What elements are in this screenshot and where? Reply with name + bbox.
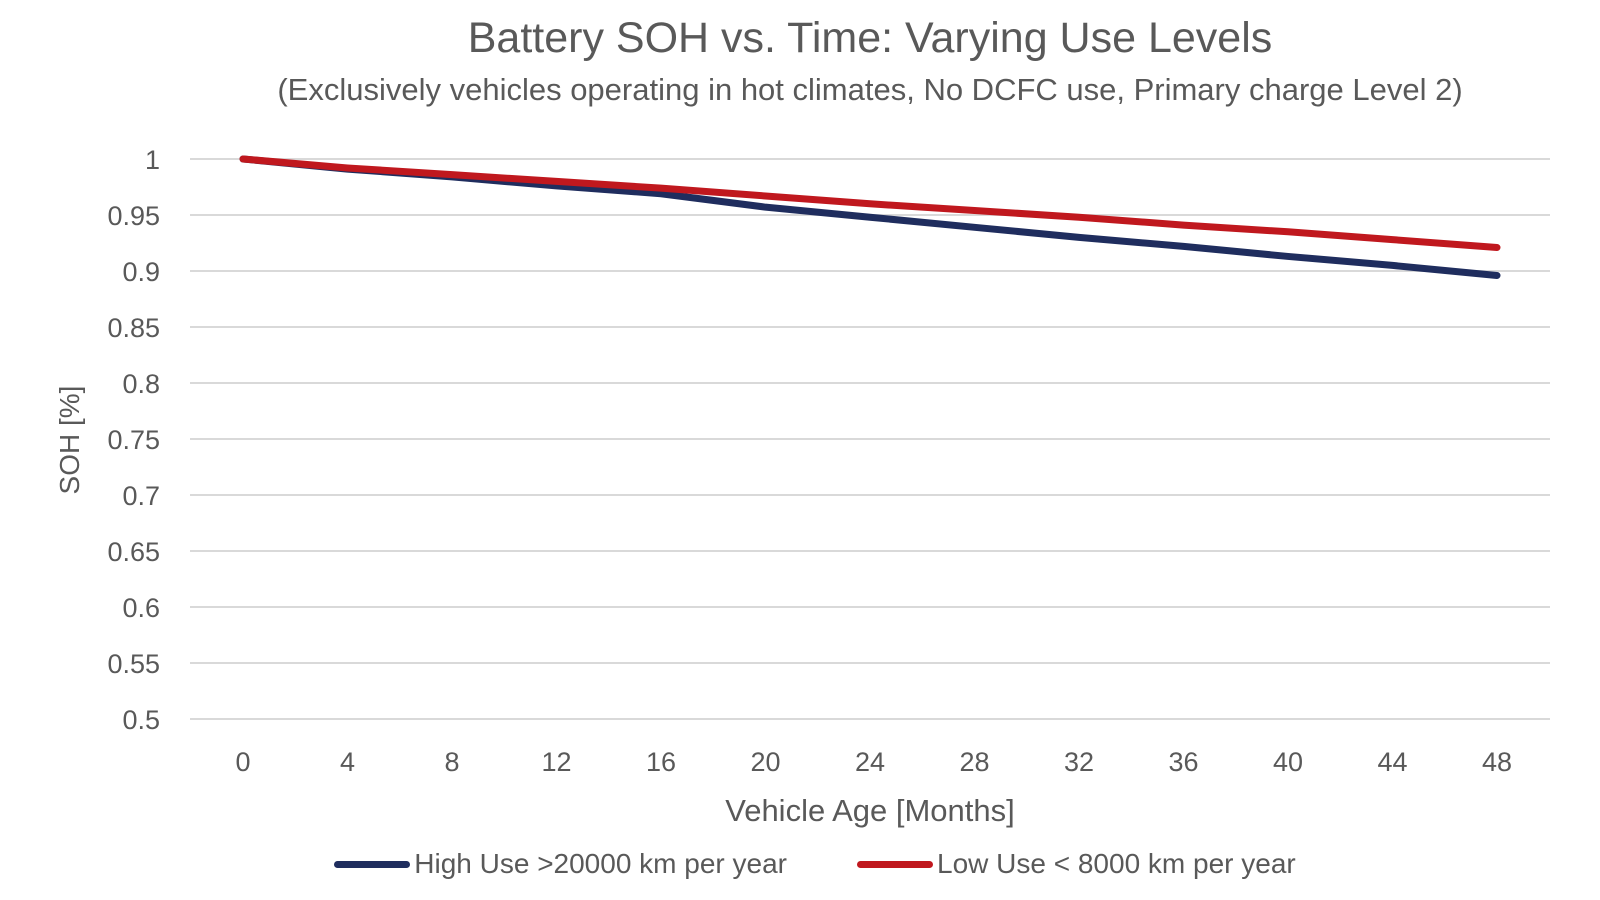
legend-item-high-use: High Use >20000 km per year <box>334 848 787 880</box>
y-tick-label: 0.75 <box>107 425 160 455</box>
chart-title: Battery SOH vs. Time: Varying Use Levels <box>467 14 1273 62</box>
x-tick-label: 32 <box>1064 747 1094 777</box>
x-axis-label: Vehicle Age [Months] <box>725 793 1015 828</box>
y-tick-label: 1 <box>145 145 160 175</box>
x-tick-label: 48 <box>1482 747 1512 777</box>
legend-item-low-use: Low Use < 8000 km per year <box>857 848 1296 880</box>
y-tick-label: 0.85 <box>107 313 160 343</box>
y-tick-label: 0.55 <box>107 649 160 679</box>
legend-label-high-use: High Use >20000 km per year <box>414 848 787 879</box>
x-tick-label: 8 <box>444 747 459 777</box>
x-tick-label: 16 <box>646 747 676 777</box>
y-tick-label: 0.6 <box>122 593 160 623</box>
gridlines <box>190 158 1550 720</box>
legend-swatch-low-use <box>857 860 933 868</box>
y-tick-label: 0.9 <box>122 257 160 287</box>
y-axis-ticks: 1 0.95 0.9 0.85 0.8 0.75 0.7 0.65 0.6 0.55 0.5 <box>107 145 160 735</box>
y-tick-label: 0.5 <box>122 705 160 735</box>
x-tick-label: 44 <box>1377 747 1407 777</box>
chart-subtitle: (Exclusively vehicles operating in hot c… <box>277 72 1463 107</box>
x-tick-label: 12 <box>541 747 571 777</box>
x-tick-label: 40 <box>1273 747 1303 777</box>
x-axis-ticks: 0 4 8 12 16 20 24 28 32 36 40 44 48 <box>235 747 1512 777</box>
y-tick-label: 0.8 <box>122 369 160 399</box>
legend: High Use >20000 km per year Low Use < 80… <box>0 848 1600 880</box>
series-line-low-use <box>239 155 1501 251</box>
y-tick-label: 0.65 <box>107 537 160 567</box>
x-tick-label: 4 <box>340 747 355 777</box>
x-tick-label: 28 <box>959 747 989 777</box>
series-lines <box>239 155 1501 279</box>
x-tick-label: 0 <box>235 747 250 777</box>
y-tick-label: 0.7 <box>122 481 160 511</box>
legend-label-low-use: Low Use < 8000 km per year <box>937 848 1296 879</box>
x-tick-label: 36 <box>1168 747 1198 777</box>
legend-swatch-high-use <box>334 860 411 868</box>
x-tick-label: 24 <box>855 747 885 777</box>
x-tick-label: 20 <box>750 747 780 777</box>
y-tick-label: 0.95 <box>107 201 160 231</box>
